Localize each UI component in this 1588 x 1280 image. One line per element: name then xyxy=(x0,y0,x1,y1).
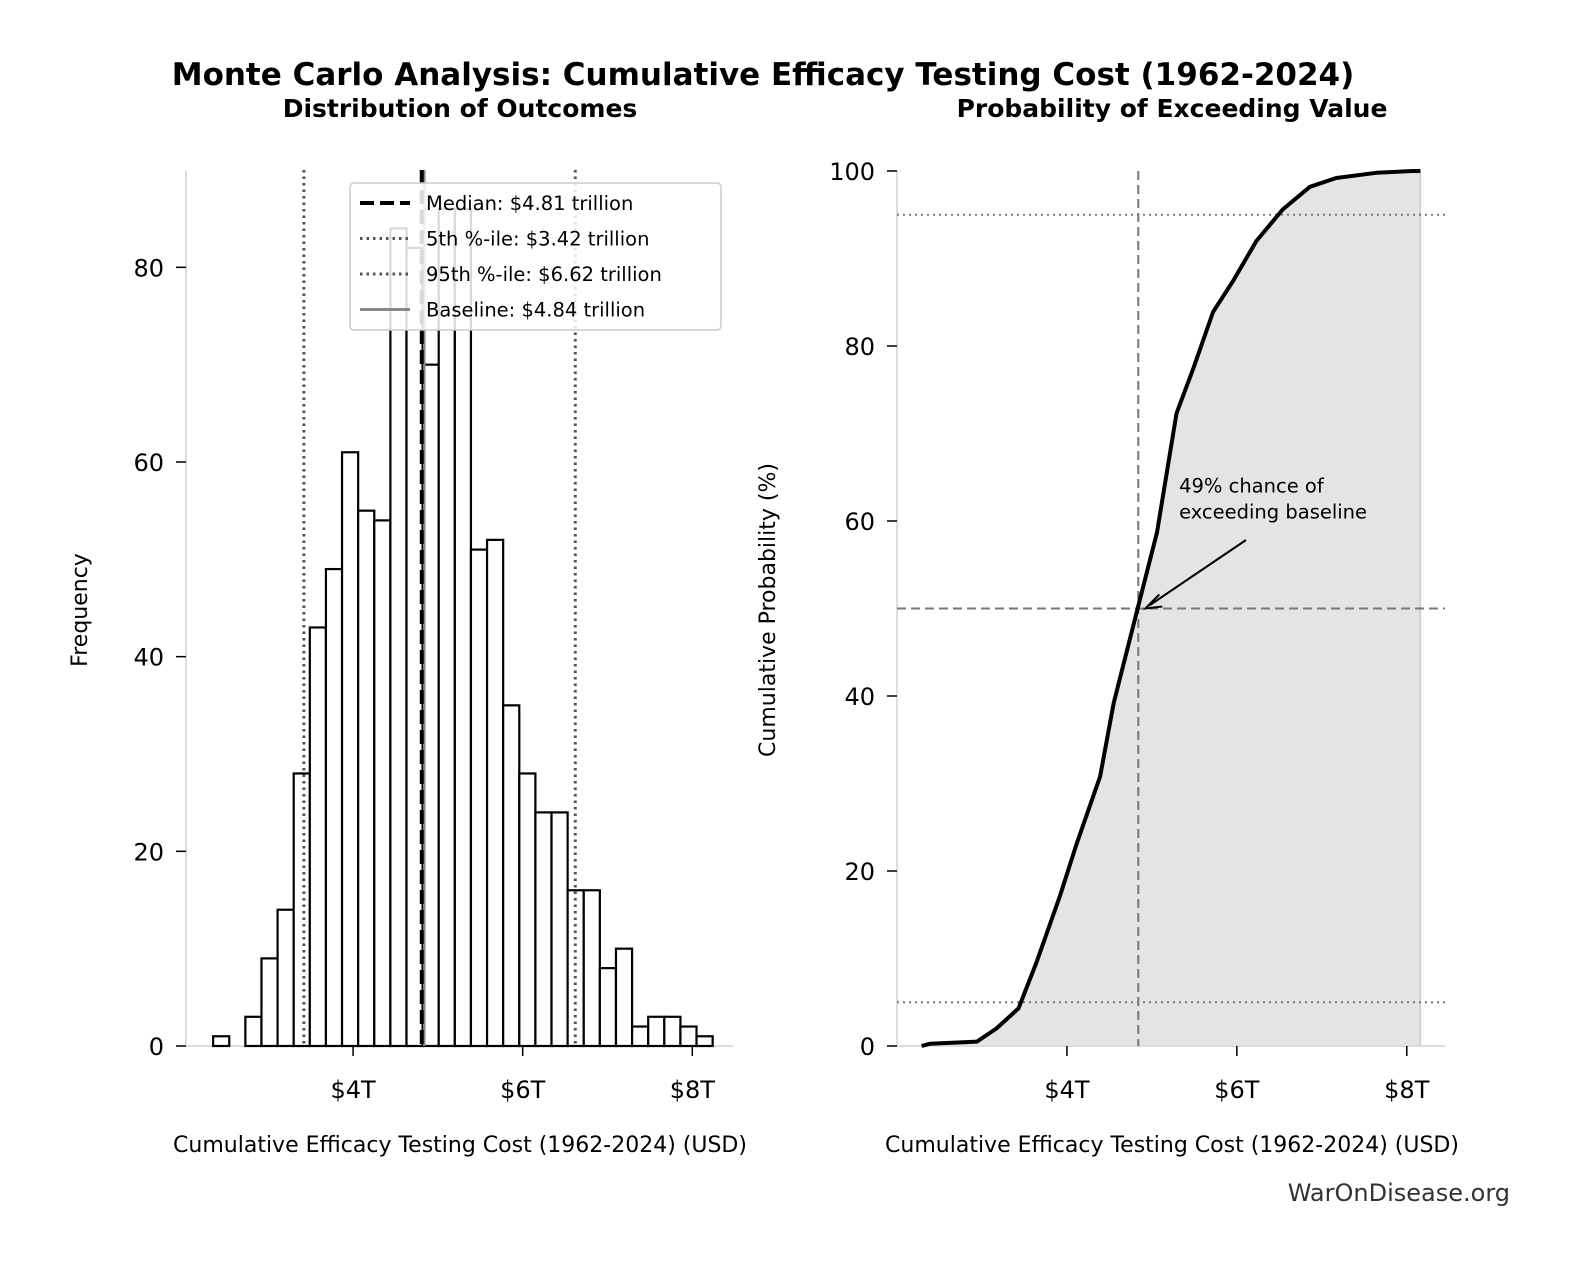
histogram-bar xyxy=(437,207,456,1048)
histogram-bar xyxy=(244,1015,263,1048)
x-tick-label: $6T xyxy=(500,1076,546,1104)
histogram-bar xyxy=(614,947,634,1048)
y-tick-label: 100 xyxy=(829,158,875,186)
histogram-bar xyxy=(663,1015,682,1048)
x-tick-label: $4T xyxy=(1044,1076,1090,1104)
histogram-bar xyxy=(212,1035,231,1048)
histogram-bar xyxy=(485,538,505,1048)
x-tick-label: $4T xyxy=(330,1076,376,1104)
cdf-panel: 0 20 40 60 80 100 $4T $6T $8T 49% chance of exceed… xyxy=(829,158,1445,1104)
annotation-text: exceeding baseline xyxy=(1179,501,1367,524)
histogram-bar xyxy=(292,772,311,1048)
annotation-arrow xyxy=(1148,539,1247,607)
histogram-bar xyxy=(582,889,601,1048)
legend-label: Baseline: $4.84 trillion xyxy=(426,299,645,322)
legend-label: Median: $4.81 trillion xyxy=(426,192,633,215)
x-tick-label: $6T xyxy=(1214,1076,1260,1104)
histogram-bar xyxy=(373,519,392,1048)
arrowhead-icon xyxy=(1142,593,1163,610)
histogram-bar xyxy=(502,704,521,1048)
histogram-bar xyxy=(550,811,569,1048)
y-tick-label: 20 xyxy=(844,858,875,886)
y-tick-label: 20 xyxy=(133,838,164,866)
x-tick-label: $8T xyxy=(1384,1076,1430,1104)
right-subtitle: Probability of Exceeding Value xyxy=(957,94,1388,123)
histogram-bar xyxy=(405,246,424,1048)
y-tick-label: 40 xyxy=(844,683,875,711)
left-x-axis-label: Cumulative Efficacy Testing Cost (1962-2… xyxy=(173,1133,747,1158)
histogram-bar xyxy=(340,451,360,1048)
y-tick-label: 80 xyxy=(133,254,164,282)
histogram-bar xyxy=(679,1025,698,1048)
watermark: WarOnDisease.org xyxy=(1288,1179,1510,1207)
y-tick-label: 60 xyxy=(844,508,875,536)
cdf-line xyxy=(921,169,1421,1048)
right-x-axis-label: Cumulative Efficacy Testing Cost (1962-2… xyxy=(885,1133,1459,1158)
histogram-bar xyxy=(534,811,553,1048)
legend-box xyxy=(349,182,722,331)
left-subtitle: Distribution of Outcomes xyxy=(283,94,638,123)
histogram-bar xyxy=(630,1025,650,1048)
y-tick-label: 60 xyxy=(133,449,164,477)
right-y-axis-label: Cumulative Probability (%) xyxy=(756,463,781,757)
chart-title: Monte Carlo Analysis: Cumulative Efficac… xyxy=(172,57,1355,93)
histogram-bar xyxy=(518,772,537,1048)
histogram-bar xyxy=(276,908,295,1048)
y-tick-label: 0 xyxy=(149,1033,164,1061)
legend: Median: $4.81 trillion 5th %-ile: $3.42 t… xyxy=(349,182,722,331)
histogram-bar xyxy=(324,567,344,1048)
histogram-bar xyxy=(647,1015,666,1048)
annotation-text: 49% chance of xyxy=(1179,475,1325,498)
histogram-bar xyxy=(389,227,408,1048)
histogram-panel: 0 20 40 60 80 $4T $6T $8T Median: $4.81 trillion… xyxy=(133,170,733,1104)
legend-label: 95th %-ile: $6.62 trillion xyxy=(426,263,662,286)
y-tick-label: 40 xyxy=(133,644,164,672)
histogram-bar xyxy=(598,967,618,1048)
left-y-axis-label: Frequency xyxy=(68,553,93,667)
y-tick-label: 80 xyxy=(844,333,875,361)
histogram-bar xyxy=(453,207,473,1048)
histogram-bar xyxy=(357,509,376,1048)
histogram-bar xyxy=(695,1035,714,1048)
legend-label: 5th %-ile: $3.42 trillion xyxy=(426,228,649,251)
x-tick-label: $8T xyxy=(670,1076,716,1104)
y-tick-label: 0 xyxy=(860,1033,875,1061)
histogram-bar xyxy=(260,957,279,1048)
histogram-bar xyxy=(469,548,489,1048)
histogram-bar xyxy=(308,626,328,1048)
